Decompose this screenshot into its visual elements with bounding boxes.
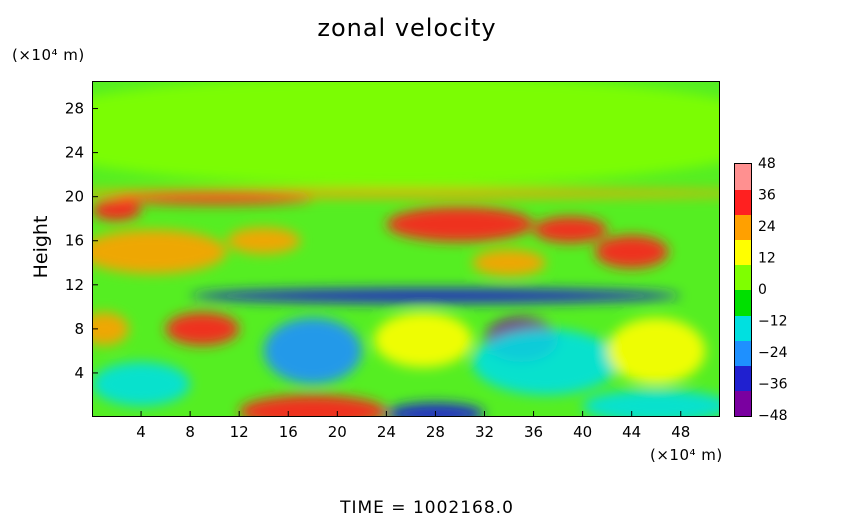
heatmap-region-0 (92, 81, 720, 186)
colorbar-segment-3 (735, 315, 751, 341)
x-tick-label-11: 48 (671, 423, 690, 441)
x-tick-label-8: 36 (524, 423, 543, 441)
heatmap-region-12 (92, 312, 129, 346)
x-tick-label-6: 28 (426, 423, 445, 441)
colorbar-tick-label-8: −48 (758, 408, 788, 424)
colorbar-segment-9 (735, 164, 751, 190)
heatmap-region-15 (472, 328, 620, 395)
heatmap-region-16 (374, 312, 473, 368)
heatmap-region-8 (594, 235, 669, 269)
heatmap-region-10 (190, 288, 681, 304)
colorbar (734, 163, 752, 417)
colorbar-tick-label-4: 0 (758, 282, 767, 298)
colorbar-tick-label-7: −36 (758, 377, 788, 393)
heatmap-region-11 (165, 312, 240, 346)
heatmap-region-7 (92, 229, 227, 274)
y-tick-label-2: 12 (65, 276, 84, 294)
heatmap-region-3 (92, 198, 142, 221)
colorbar-tick-label-2: 24 (758, 219, 776, 235)
heatmap-region-9 (472, 249, 546, 276)
y-tick-label-1: 8 (74, 320, 84, 338)
y-axis-unit: (×10⁴ m) (12, 46, 85, 64)
x-tick-label-9: 40 (573, 423, 592, 441)
heatmap-region-21 (582, 389, 720, 417)
colorbar-tick-label-5: −12 (758, 314, 788, 330)
colorbar-tick-label-0: 48 (758, 156, 776, 172)
x-tick-label-10: 44 (622, 423, 641, 441)
colorbar-tick-label-1: 36 (758, 188, 776, 204)
plot-frame (92, 81, 720, 417)
x-tick-label-1: 8 (185, 423, 195, 441)
x-tick-label-7: 32 (475, 423, 494, 441)
chart-title: zonal velocity (317, 14, 497, 42)
colorbar-tick-label-6: −24 (758, 345, 788, 361)
y-tick-label-4: 20 (65, 188, 84, 206)
colorbar-segment-4 (735, 290, 751, 316)
x-tick-label-0: 4 (136, 423, 146, 441)
heatmap-region-2 (116, 193, 313, 205)
colorbar-segment-0 (735, 390, 751, 417)
y-tick-label-6: 28 (65, 100, 84, 118)
y-tick-label-3: 16 (65, 232, 84, 250)
heatmap-plot-area (92, 81, 720, 417)
colorbar-segment-6 (735, 239, 751, 266)
x-tick-label-2: 12 (230, 423, 249, 441)
colorbar-tick-label-3: 12 (758, 251, 776, 267)
time-label: TIME = 1002168.0 (340, 498, 514, 518)
colorbar-segment-5 (735, 264, 751, 291)
heatmap-region-4 (386, 206, 534, 242)
colorbar-segment-7 (735, 214, 751, 241)
heatmap-region-18 (92, 361, 191, 406)
y-tick-label-5: 24 (65, 144, 84, 162)
heatmap-region-6 (226, 227, 301, 254)
y-tick-label-0: 4 (74, 364, 84, 382)
heatmap-region-19 (239, 394, 387, 417)
colorbar-segment-2 (735, 340, 751, 367)
x-tick-label-3: 16 (279, 423, 298, 441)
x-tick-label-4: 20 (328, 423, 347, 441)
heatmap-region-17 (607, 317, 706, 384)
heatmap-region-20 (386, 402, 485, 417)
x-axis-unit: (×10⁴ m) (650, 446, 723, 464)
colorbar-segment-1 (735, 365, 751, 392)
colorbar-segment-8 (735, 189, 751, 215)
x-tick-label-5: 24 (377, 423, 396, 441)
heatmap-region-13 (263, 317, 362, 384)
heatmap-region-5 (533, 216, 608, 243)
